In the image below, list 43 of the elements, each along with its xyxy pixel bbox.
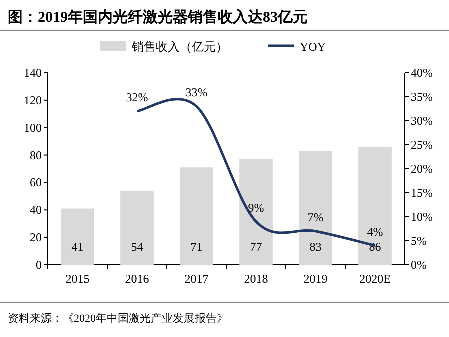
- y2-tick-label: 35%: [411, 90, 433, 104]
- bar: [180, 168, 214, 265]
- chart-title: 图：2019年国内光纤激光器销售收入达83亿元: [8, 9, 308, 26]
- y-tick-label: 40: [30, 203, 42, 218]
- y-tick-label: 120: [24, 93, 42, 108]
- data-label: 33%: [186, 86, 208, 100]
- data-label: 77: [250, 240, 262, 254]
- bar: [240, 159, 273, 265]
- y2-tick-label: 0%: [411, 258, 427, 272]
- y2-tick-label: 25%: [411, 138, 433, 152]
- x-tick-label: 2018: [244, 272, 268, 286]
- y2-tick-label: 15%: [411, 186, 433, 200]
- data-label: 32%: [126, 90, 148, 104]
- y2-tick-label: 10%: [411, 210, 433, 224]
- x-tick-label: 2015: [66, 272, 90, 286]
- x-tick-label: 2019: [304, 272, 328, 286]
- data-label: 4%: [367, 224, 384, 239]
- legend-label: YOY: [300, 40, 326, 54]
- y-tick-label: 60: [30, 176, 42, 190]
- bar: [120, 190, 154, 265]
- y-tick-label: 100: [24, 120, 42, 135]
- data-label: 83: [310, 240, 322, 254]
- y2-tick-label: 5%: [411, 234, 427, 248]
- y-tick-label: 0: [36, 258, 42, 272]
- data-label: 9%: [248, 200, 264, 215]
- y2-tick-label: 40%: [411, 66, 433, 80]
- data-label: 71: [190, 240, 203, 254]
- x-tick-label: 2017: [184, 272, 209, 286]
- x-tick-label: 2020E: [360, 272, 391, 286]
- bar: [358, 147, 392, 265]
- data-label: 54: [131, 240, 144, 254]
- y-tick-label: 80: [30, 148, 42, 162]
- bar: [299, 151, 332, 265]
- bar: [61, 208, 94, 265]
- legend-label: 销售收入（亿元）: [131, 40, 228, 54]
- x-tick-label: 2016: [125, 272, 150, 286]
- y2-tick-label: 20%: [411, 162, 433, 176]
- data-label: 7%: [308, 210, 324, 224]
- y-tick-label: 140: [24, 66, 42, 80]
- data-label: 41: [72, 240, 84, 254]
- y-tick-label: 20: [30, 230, 42, 245]
- y2-tick-label: 30%: [411, 114, 433, 128]
- text: 资料来源：《2020年中国激光产业发展报告》: [8, 312, 228, 325]
